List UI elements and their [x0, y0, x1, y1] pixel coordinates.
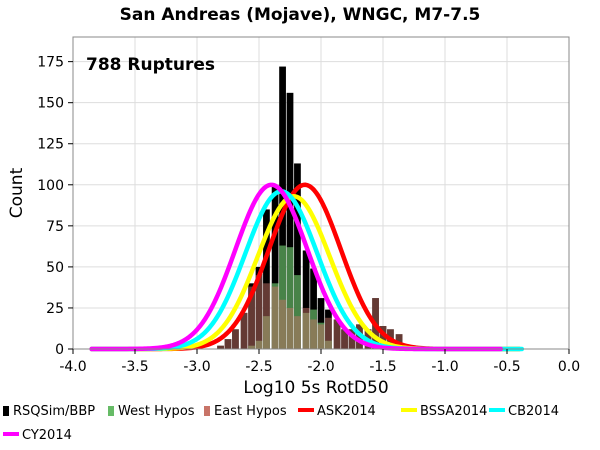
legend-swatch — [204, 406, 210, 416]
legend-label: CB2014 — [508, 404, 559, 419]
histogram-bar — [248, 286, 255, 349]
legend-swatch — [3, 406, 9, 416]
histogram-bar — [294, 163, 301, 349]
histogram-bar — [294, 275, 301, 349]
legend-label: East Hypos — [214, 404, 287, 419]
histogram-bar — [232, 329, 239, 349]
y-tick-label: 100 — [37, 178, 64, 194]
legend-label: West Hypos — [118, 404, 195, 419]
histogram-bar — [333, 319, 341, 349]
y-tick-label: 25 — [46, 301, 64, 317]
y-axis-title: Count — [7, 167, 27, 218]
histogram-bar — [379, 326, 387, 349]
legend-item-ask2014: ASK2014 — [298, 404, 376, 419]
histogram-bar — [348, 329, 356, 349]
y-tick-label: 0 — [55, 342, 64, 358]
histogram-bar — [310, 268, 317, 349]
x-tick-label: -4.0 — [59, 359, 86, 375]
legend-label: ASK2014 — [317, 404, 376, 419]
histogram-bar — [279, 299, 286, 349]
y-tick-label: 175 — [37, 55, 64, 71]
histogram-bar — [279, 245, 286, 349]
legend-label: CY2014 — [22, 428, 72, 443]
histogram-bar — [286, 247, 294, 349]
x-tick-label: -1.0 — [431, 359, 458, 375]
y-tick-label: 125 — [37, 137, 64, 153]
legend: RSQSim/BBP West Hypos East Hypos ASK2014 BSS… — [3, 404, 559, 443]
y-tick-label: 50 — [46, 260, 64, 276]
y-tick-label: 150 — [37, 96, 64, 112]
legend-item-rsqsim-bbp: RSQSim/BBP — [3, 404, 95, 419]
x-axis-ticks: -4.0 -3.5 -3.0 -2.5 -2.0 -1.5 -1.0 -0.5 0.0 — [59, 349, 580, 375]
histogram-bar — [302, 307, 310, 349]
x-tick-label: -2.5 — [245, 359, 272, 375]
histogram-bar — [271, 184, 279, 349]
x-axis-title: Log10 5s RotD50 — [243, 378, 388, 398]
x-tick-label: -3.0 — [183, 359, 210, 375]
histogram-bar — [217, 345, 224, 349]
plot-area — [72, 36, 570, 352]
x-tick-label: -3.5 — [121, 359, 148, 375]
legend-item-cy2014: CY2014 — [3, 428, 72, 443]
legend-label: RSQSim/BBP — [13, 404, 95, 419]
rupture-count-annotation: 788 Ruptures — [86, 55, 215, 75]
legend-item-west-hypos: West Hypos — [108, 404, 195, 419]
histogram-bar — [240, 312, 248, 349]
legend-item-east-hypos: East Hypos — [204, 404, 287, 419]
histogram-bar — [294, 316, 301, 349]
histogram-bar — [325, 317, 332, 349]
histogram-bar — [302, 250, 310, 349]
histogram-bar — [317, 324, 325, 349]
histogram-bar — [286, 307, 294, 349]
histogram-bar — [271, 286, 279, 349]
histogram-bar — [341, 329, 348, 349]
histogram-bar — [263, 283, 270, 349]
x-tick-label: -0.5 — [493, 359, 520, 375]
legend-item-cb2014: CB2014 — [489, 404, 559, 419]
x-tick-label: -1.5 — [369, 359, 396, 375]
y-axis-ticks: 0 25 50 75 100 125 150 175 — [37, 55, 73, 358]
y-tick-label: 75 — [46, 219, 64, 235]
histogram-bar — [286, 92, 294, 350]
histogram-bar — [279, 66, 286, 349]
chart-title: San Andreas (Mojave), WNGC, M7-7.5 — [120, 5, 481, 25]
x-tick-label: -2.0 — [307, 359, 334, 375]
histogram-bar — [224, 339, 232, 349]
legend-label: BSSA2014 — [420, 404, 487, 419]
histogram-bar — [255, 275, 263, 349]
legend-swatch — [108, 406, 114, 416]
legend-item-bssa2014: BSSA2014 — [401, 404, 487, 419]
histogram-bar — [263, 209, 270, 349]
histogram-bar — [310, 319, 317, 349]
x-tick-label: 0.0 — [558, 359, 580, 375]
